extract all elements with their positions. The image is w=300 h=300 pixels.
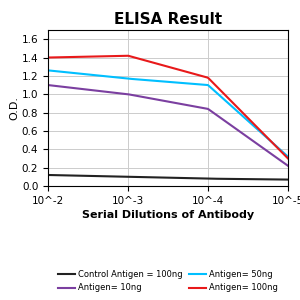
Antigen= 100ng — [47, 56, 51, 59]
Title: ELISA Result: ELISA Result — [114, 12, 222, 27]
Antigen= 50ng — [189, 82, 193, 85]
Control Antigen = 100ng — [264, 178, 267, 181]
Line: Antigen= 10ng: Antigen= 10ng — [48, 85, 288, 166]
Line: Antigen= 50ng: Antigen= 50ng — [48, 70, 288, 157]
Antigen= 100ng — [286, 157, 290, 160]
Control Antigen = 100ng — [188, 176, 192, 180]
Control Antigen = 100ng — [46, 173, 50, 177]
Antigen= 10ng — [193, 105, 197, 108]
Antigen= 50ng — [188, 82, 192, 85]
Antigen= 10ng — [47, 83, 51, 87]
Antigen= 10ng — [188, 104, 192, 107]
Antigen= 100ng — [265, 135, 268, 138]
Antigen= 10ng — [189, 104, 193, 108]
Antigen= 10ng — [286, 164, 290, 168]
Control Antigen = 100ng — [286, 178, 290, 181]
Antigen= 50ng — [47, 69, 51, 72]
Antigen= 100ng — [189, 71, 193, 75]
Antigen= 100ng — [249, 119, 253, 123]
Antigen= 50ng — [46, 69, 50, 72]
Text: Serial Dilutions of Antibody: Serial Dilutions of Antibody — [82, 209, 254, 220]
Antigen= 10ng — [248, 137, 252, 141]
Line: Antigen= 100ng: Antigen= 100ng — [48, 56, 288, 158]
Control Antigen = 100ng — [189, 176, 193, 180]
Antigen= 100ng — [126, 54, 129, 58]
Antigen= 100ng — [194, 73, 197, 76]
Control Antigen = 100ng — [47, 173, 51, 177]
Antigen= 50ng — [264, 135, 267, 138]
Antigen= 50ng — [286, 155, 290, 158]
Antigen= 50ng — [193, 82, 197, 86]
Line: Control Antigen = 100ng: Control Antigen = 100ng — [48, 175, 288, 180]
Antigen= 10ng — [264, 148, 267, 152]
Control Antigen = 100ng — [248, 177, 252, 181]
Antigen= 100ng — [190, 71, 194, 75]
Antigen= 10ng — [46, 83, 50, 87]
Antigen= 100ng — [46, 56, 50, 59]
Legend: Control Antigen = 100ng, Antigen= 10ng, Antigen= 50ng, Antigen= 100ng: Control Antigen = 100ng, Antigen= 10ng, … — [55, 267, 281, 296]
Antigen= 50ng — [248, 121, 252, 125]
Y-axis label: O.D.: O.D. — [9, 96, 19, 120]
Control Antigen = 100ng — [193, 177, 197, 180]
